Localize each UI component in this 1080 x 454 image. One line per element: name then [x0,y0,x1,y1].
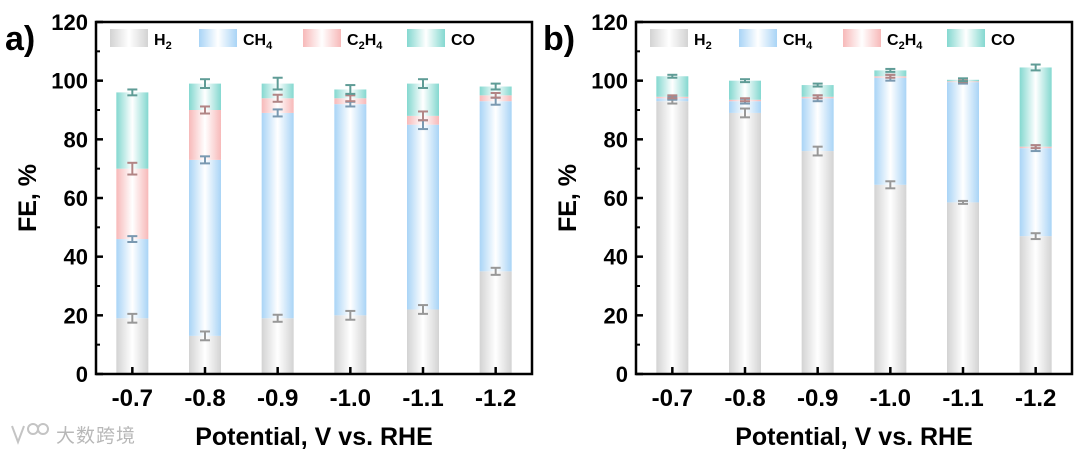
bar-h2--0.9 [801,151,834,374]
legend-swatch-c2h4 [303,29,341,47]
bar-ch4--1.0 [874,77,907,185]
watermark-logo-icon [11,423,49,445]
legend-label-h2: H2 [694,32,712,52]
legend-label-h2: H2 [154,32,172,52]
bars [656,67,1052,374]
legend: H2 CH4 C2H4 CO [650,29,1015,52]
panel-a: a) 0 20 40 60 80 100 120 FE, % -0.7 -0.8 -0.9 -1.0 -1… [5,10,534,451]
y-axis: 0 20 40 60 80 100 120 [51,10,103,387]
y-tick-label: 20 [64,303,88,328]
bar-co--0.9 [261,83,294,99]
bar-ch4--1.1 [407,124,439,310]
x-tick-label: -1.1 [402,385,443,412]
y-tick-label: 40 [64,245,88,270]
bar-c2h4--0.7 [116,168,149,240]
plot-frame [634,20,1074,376]
y-tick-label: 60 [64,186,88,211]
bar-h2--0.9 [261,318,294,374]
legend-swatch-h2 [650,29,688,47]
bar-h2--1.0 [334,315,367,374]
x-tick-label: -1.0 [330,385,371,412]
bar-co--0.8 [729,80,761,100]
y-tick-label: 100 [51,69,88,94]
legend: H2 CH4 C2H4 CO [110,29,475,52]
legend-label-co: CO [451,32,475,49]
panel-label: b) [543,20,575,58]
bar-co--0.7 [116,92,149,169]
y-tick-label: 80 [64,127,88,152]
bar-h2--1.2 [479,271,512,374]
x-tick-label: -1.0 [870,385,911,412]
panel-label: a) [5,20,35,58]
y-axis-label: FE, % [554,164,582,232]
bar-ch4--0.7 [116,239,149,319]
bar-co--1.2 [479,86,512,96]
legend-swatch-c2h4 [843,29,881,47]
bar-h2--0.7 [116,318,149,374]
legend-swatch-co [407,29,445,47]
bar-ch4--0.8 [729,101,761,113]
bars [116,83,512,374]
legend-label-ch4: CH4 [243,32,273,52]
x-axis: -0.7 -0.8 -0.9 -1.0 -1.1 -1.2 [652,367,1056,412]
y-tick-label: 0 [76,362,88,387]
y-axis: 0 20 40 60 80 100 120 [591,10,643,387]
y-tick-label: 60 [604,186,628,211]
legend-label-c2h4: C2H4 [347,32,383,52]
bar-ch4--0.8 [189,159,221,336]
legend-label-ch4: CH4 [783,32,813,52]
bar-co--1.0 [874,70,907,77]
bar-ch4--0.9 [261,112,294,319]
bar-ch4--0.9 [801,98,834,152]
x-tick-label: -0.7 [652,385,693,412]
panel-b: b) 0 20 40 60 80 100 120 FE, % -0.7 -0.8 -0.9 -1.0 -1… [543,10,1074,451]
bar-h2--1.1 [407,309,439,374]
y-axis-label: FE, % [14,164,42,232]
x-axis-label: Potential, V vs. RHE [195,423,433,451]
y-tick-label: 120 [591,10,628,35]
x-tick-label: -0.9 [257,385,298,412]
error-bars [667,63,1041,241]
bar-h2--1.0 [874,184,907,374]
x-tick-label: -0.9 [797,385,838,412]
bar-h2--0.7 [656,101,689,374]
y-tick-label: 80 [604,127,628,152]
bar-co--0.7 [656,76,689,97]
x-tick-label: -0.8 [184,385,225,412]
error-bars [127,76,501,342]
legend-label-c2h4: C2H4 [887,32,923,52]
legend-swatch-ch4 [199,29,237,47]
legend-swatch-co [947,29,985,47]
x-tick-label: -1.2 [475,385,516,412]
watermark: 大数跨境 [8,420,148,448]
bar-ch4--1.0 [334,104,367,316]
watermark-text: 大数跨境 [56,425,137,447]
bar-ch4--1.1 [947,82,979,203]
x-tick-label: -0.7 [112,385,153,412]
legend-label-co: CO [991,32,1015,49]
legend-swatch-h2 [110,29,148,47]
x-axis: -0.7 -0.8 -0.9 -1.0 -1.1 -1.2 [112,367,516,412]
bar-c2h4--0.9 [261,98,294,113]
bar-h2--1.2 [1019,236,1052,374]
y-tick-label: 120 [51,10,88,35]
y-tick-label: 100 [591,69,628,94]
y-tick-label: 40 [604,245,628,270]
bar-c2h4--0.8 [189,110,221,160]
bar-ch4--1.2 [1019,148,1052,237]
bar-co--0.9 [801,85,834,97]
x-tick-label: -1.2 [1015,385,1056,412]
bar-h2--0.8 [729,112,761,374]
x-tick-label: -0.8 [724,385,765,412]
legend-swatch-ch4 [739,29,777,47]
y-tick-label: 20 [604,303,628,328]
x-tick-label: -1.1 [942,385,983,412]
y-tick-label: 0 [616,362,628,387]
plot-frame [94,20,534,376]
bar-h2--1.1 [947,202,979,374]
x-axis-label: Potential, V vs. RHE [735,423,973,451]
bar-co--1.2 [1019,67,1052,147]
bar-ch4--1.2 [479,101,512,272]
